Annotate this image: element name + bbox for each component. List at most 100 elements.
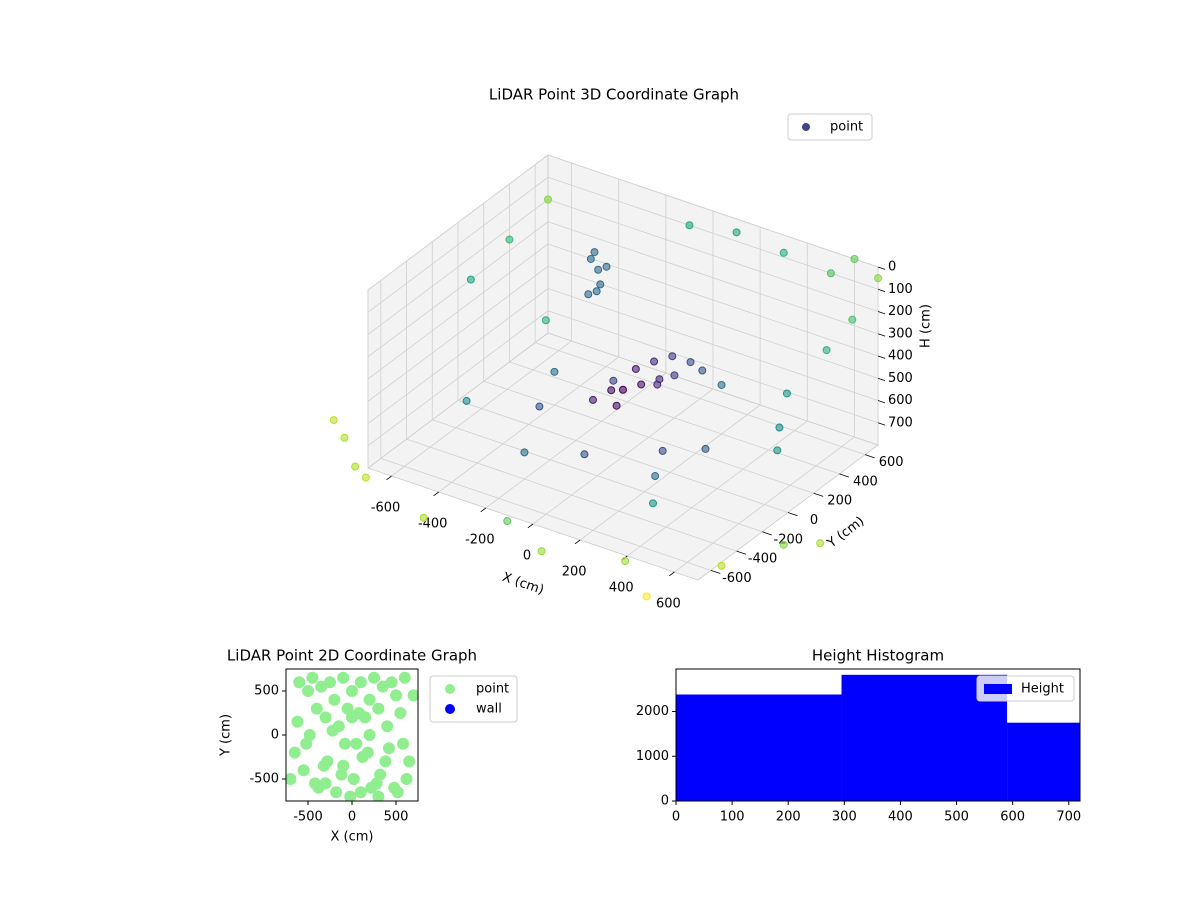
point — [584, 290, 593, 299]
tick-mark — [762, 531, 772, 536]
point — [649, 499, 657, 508]
grid-line — [483, 380, 814, 494]
y-axis-label: Y (cm) — [219, 714, 234, 757]
point — [381, 720, 394, 733]
grid-line — [367, 288, 549, 424]
point — [326, 724, 339, 737]
x-tick-label: 0 — [523, 549, 531, 564]
point — [670, 371, 679, 380]
y-tick-label: -400 — [748, 552, 778, 567]
grid-line — [547, 243, 879, 357]
point — [344, 790, 357, 801]
point — [874, 274, 882, 283]
grid-line — [509, 361, 840, 475]
y-tick-label: 1000 — [636, 749, 669, 764]
point — [306, 671, 319, 684]
point — [328, 693, 341, 706]
grid-line — [367, 199, 549, 335]
point — [541, 316, 550, 325]
point — [354, 786, 367, 799]
bar — [676, 694, 842, 801]
point — [637, 380, 646, 389]
point — [850, 255, 859, 263]
point — [779, 540, 788, 549]
z-tick-label: 300 — [888, 326, 913, 341]
point — [346, 711, 358, 724]
y-tick-label: 600 — [879, 455, 904, 470]
grid-line — [432, 419, 763, 533]
grid-line — [380, 457, 711, 571]
x-tick-label: 200 — [562, 565, 587, 580]
point — [340, 433, 349, 442]
point — [621, 557, 630, 566]
point — [372, 702, 385, 715]
grid-line — [547, 221, 879, 335]
point — [589, 395, 597, 404]
tick-mark — [877, 333, 886, 337]
point — [403, 755, 416, 768]
point — [361, 473, 370, 482]
point — [330, 786, 343, 799]
point — [580, 450, 589, 459]
point — [390, 689, 402, 702]
point — [379, 755, 392, 768]
point — [503, 517, 512, 526]
point — [297, 764, 310, 777]
y-tick-label: -200 — [774, 532, 804, 547]
point — [602, 262, 611, 271]
grid-line — [547, 154, 879, 268]
z-tick-label: 600 — [888, 393, 913, 408]
x-tick-label: 200 — [776, 810, 801, 825]
point — [337, 671, 350, 684]
point — [288, 746, 301, 759]
grid-line — [367, 243, 549, 380]
point — [550, 367, 559, 376]
point — [848, 315, 857, 324]
grid-line — [547, 288, 879, 401]
grid-line — [457, 400, 789, 513]
point — [535, 402, 544, 411]
grid-line — [547, 310, 879, 424]
point — [773, 446, 782, 455]
grid-line — [367, 176, 549, 313]
point — [398, 671, 411, 684]
point — [717, 561, 726, 570]
y-tick-label: 0 — [661, 794, 669, 809]
point — [668, 352, 677, 361]
tick-mark — [877, 288, 886, 293]
chart-title: LiDAR Point 2D Coordinate Graph — [227, 647, 477, 665]
legend-marker — [445, 684, 455, 694]
point — [619, 385, 627, 394]
point — [590, 248, 599, 257]
point — [407, 689, 418, 702]
z-tick-label: 700 — [888, 415, 913, 430]
tick-mark — [386, 475, 392, 481]
point — [779, 248, 788, 257]
z-tick-label: 200 — [888, 304, 913, 319]
point — [698, 366, 707, 375]
point — [346, 685, 358, 697]
point — [370, 777, 383, 790]
grid-line — [367, 310, 549, 447]
point — [717, 380, 726, 389]
legend-frame — [976, 675, 1075, 702]
point — [816, 539, 825, 548]
tick-mark — [877, 355, 886, 359]
point — [592, 287, 601, 296]
tick-mark — [839, 473, 849, 478]
point — [537, 547, 546, 556]
point — [462, 396, 471, 405]
point — [642, 592, 651, 601]
x-tick-label: 300 — [832, 810, 857, 825]
point — [419, 513, 428, 522]
point — [612, 401, 621, 410]
y-tick-label: 500 — [254, 684, 279, 699]
point — [350, 737, 363, 750]
point — [596, 280, 605, 289]
tick-mark — [480, 507, 487, 513]
point — [594, 265, 603, 274]
x-tick-label: 400 — [888, 810, 913, 825]
point — [658, 446, 667, 455]
z-axis-label: H (cm) — [919, 304, 934, 348]
x-tick-label: 100 — [720, 810, 745, 825]
